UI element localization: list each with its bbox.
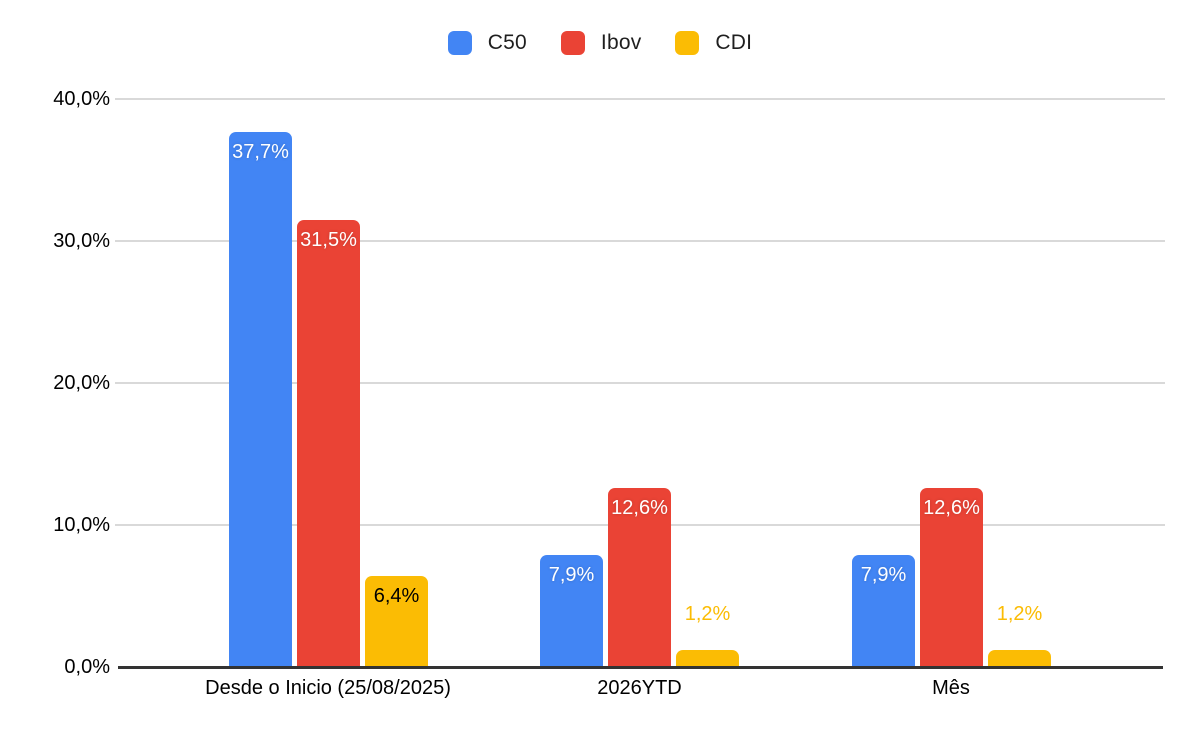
chart-legend: C50 Ibov CDI	[0, 31, 1200, 55]
bar-value-label-ibov-2026ytd: 12,6%	[611, 497, 668, 519]
legend-label-ibov: Ibov	[600, 31, 642, 54]
legend-label-c50: C50	[487, 31, 527, 54]
legend-swatch-c50	[447, 31, 472, 55]
legend-item-c50[interactable]: C50	[447, 31, 527, 55]
bar-c50-desde-o-inicio-25-08-2025[interactable]	[229, 132, 292, 667]
bar-ibov-2026ytd[interactable]	[608, 488, 671, 667]
legend-item-ibov[interactable]: Ibov	[560, 31, 642, 55]
gridline-40	[115, 98, 1165, 100]
y-axis-tick-label-30: 30,0%	[53, 230, 110, 252]
bar-c50-mes[interactable]	[852, 555, 915, 667]
bar-cdi-desde-o-inicio-25-08-2025[interactable]	[365, 576, 428, 667]
legend-swatch-ibov	[560, 31, 585, 55]
legend-label-cdi: CDI	[715, 31, 753, 54]
bar-value-label-cdi-desde-o-inicio-25-08-2025: 6,4%	[373, 585, 420, 607]
x-axis-category-label-desde-o-inicio-25-08-2025: Desde o Inicio (25/08/2025)	[205, 677, 451, 699]
bar-value-label-c50-mes: 7,9%	[860, 564, 907, 586]
y-axis-tick-label-0: 0,0%	[64, 656, 110, 678]
bar-value-label-cdi-2026ytd: 1,2%	[684, 603, 731, 625]
bar-cdi-mes[interactable]	[988, 650, 1051, 667]
bar-c50-2026ytd[interactable]	[540, 555, 603, 667]
x-axis-category-label-2026ytd: 2026YTD	[597, 677, 682, 699]
bar-value-label-ibov-mes: 12,6%	[923, 497, 980, 519]
y-axis-tick-label-40: 40,0%	[53, 88, 110, 110]
y-axis-tick-label-20: 20,0%	[53, 372, 110, 394]
bar-value-label-c50-2026ytd: 7,9%	[548, 564, 595, 586]
bar-ibov-mes[interactable]	[920, 488, 983, 667]
gridline-20	[115, 382, 1165, 384]
legend-swatch-cdi	[675, 31, 700, 55]
legend-item-cdi[interactable]: CDI	[675, 31, 752, 55]
bar-value-label-c50-desde-o-inicio-25-08-2025: 37,7%	[232, 141, 289, 163]
gridline-30	[115, 240, 1165, 242]
x-axis-line	[118, 666, 1163, 669]
y-axis-tick-label-10: 10,0%	[53, 514, 110, 536]
bar-cdi-2026ytd[interactable]	[676, 650, 739, 667]
bar-value-label-ibov-desde-o-inicio-25-08-2025: 31,5%	[300, 229, 357, 251]
x-axis-category-label-mes: Mês	[932, 677, 970, 699]
bar-value-label-cdi-mes: 1,2%	[996, 603, 1043, 625]
bar-ibov-desde-o-inicio-25-08-2025[interactable]	[297, 220, 360, 667]
